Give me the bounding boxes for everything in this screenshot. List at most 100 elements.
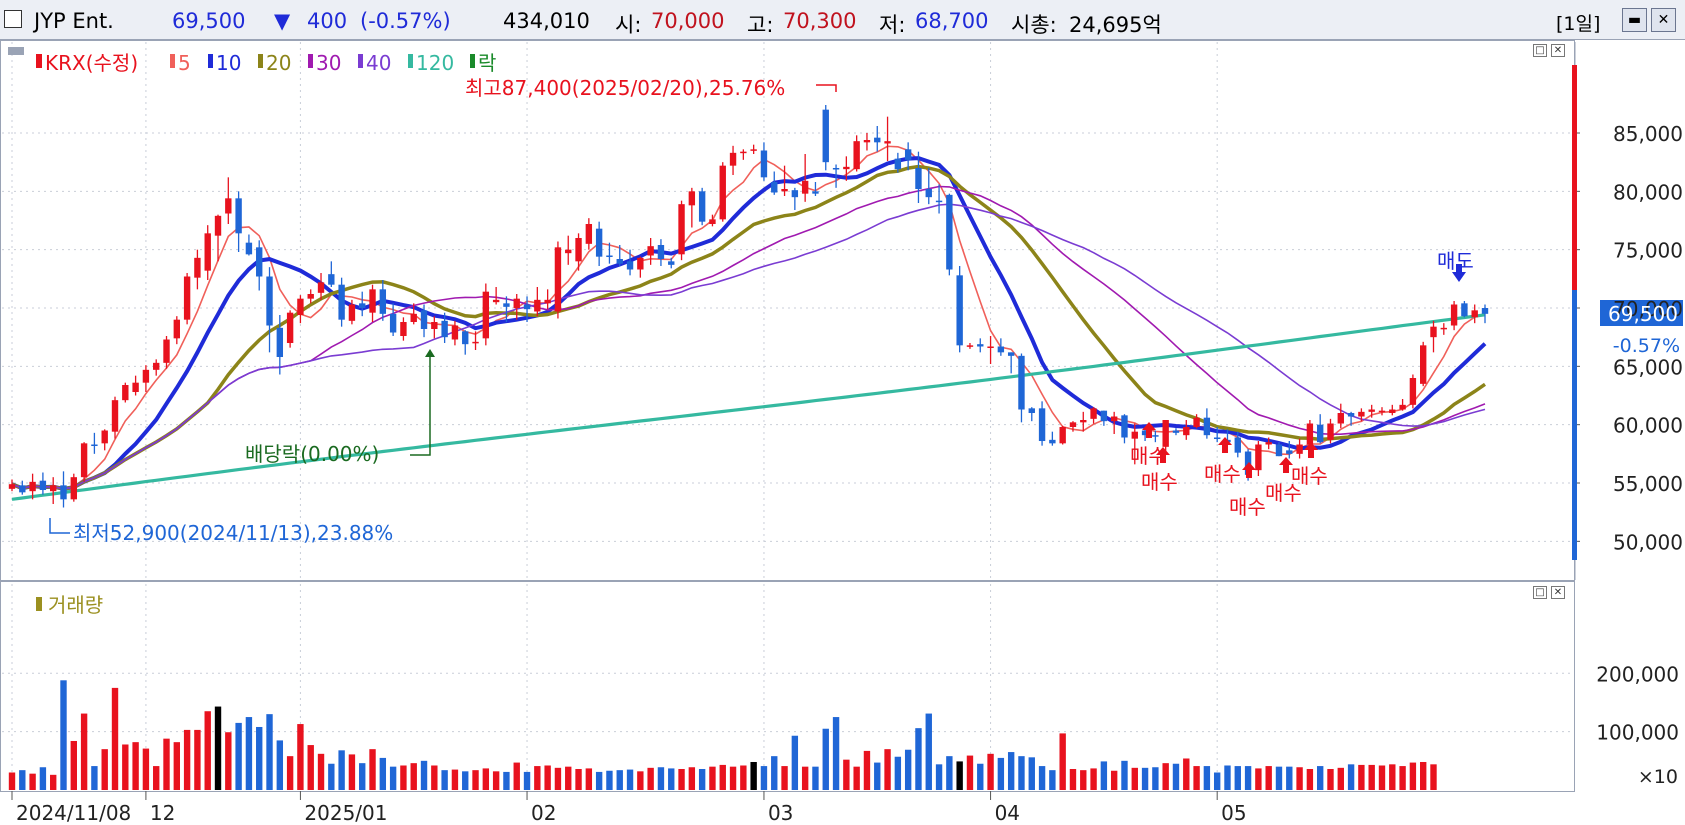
legend-exdiv-swatch bbox=[470, 54, 475, 68]
volume-bar bbox=[111, 687, 119, 790]
volume-bar bbox=[420, 760, 428, 790]
volume-bar bbox=[214, 706, 222, 790]
date-label: 12 bbox=[150, 801, 175, 825]
candle-body bbox=[534, 299, 541, 312]
volume-bar bbox=[565, 766, 572, 790]
exdiv-arrow-icon bbox=[425, 349, 435, 357]
volume-bar bbox=[60, 680, 67, 790]
candle-body bbox=[1306, 423, 1314, 445]
ma-40-line bbox=[11, 203, 1486, 490]
panel-close-icon[interactable]: ✕ bbox=[1551, 44, 1565, 57]
candle-body bbox=[1100, 410, 1108, 422]
volume-bar bbox=[1358, 764, 1365, 790]
moving-averages bbox=[11, 145, 1487, 501]
axes bbox=[11, 42, 1683, 800]
grid-lines bbox=[2, 42, 1572, 790]
legend-ma-swatch bbox=[258, 54, 263, 68]
candle-body bbox=[801, 180, 809, 194]
volume-bar bbox=[441, 770, 448, 790]
maximize-icon[interactable]: □ bbox=[1533, 44, 1547, 57]
volume-bar bbox=[1059, 733, 1066, 790]
volume-bar bbox=[925, 713, 932, 790]
date-label: 05 bbox=[1221, 801, 1246, 825]
volume-bar bbox=[822, 728, 829, 790]
candle-body bbox=[91, 444, 98, 447]
volume-bar bbox=[1018, 756, 1025, 790]
volume-bar bbox=[153, 766, 160, 790]
candle-body bbox=[214, 215, 222, 236]
volume-bar bbox=[843, 759, 850, 790]
candle-body bbox=[29, 481, 36, 492]
candle-body bbox=[781, 189, 788, 192]
krx-swatch bbox=[36, 54, 42, 68]
candle-body bbox=[8, 484, 16, 489]
select-checkbox[interactable] bbox=[4, 10, 22, 28]
candle-body bbox=[1069, 422, 1077, 428]
volume-bar bbox=[1378, 765, 1386, 790]
candle-body bbox=[616, 259, 623, 264]
candle-body bbox=[1420, 345, 1427, 384]
exdiv-pointer bbox=[410, 352, 431, 456]
volume-bar bbox=[1409, 762, 1417, 790]
volume-close-icon[interactable]: ✕ bbox=[1551, 586, 1565, 599]
volume-bar bbox=[1244, 766, 1252, 790]
volume-bar bbox=[235, 722, 242, 790]
volume-bar bbox=[1152, 767, 1159, 790]
chart-labels: 85,000 80,000 75,000 70,000 65,000 60,000 55,0… bbox=[8, 47, 1683, 825]
candle-body bbox=[183, 276, 191, 320]
candle-body bbox=[1162, 420, 1169, 447]
sell-signal-label: 매도 bbox=[1437, 249, 1474, 273]
candle-body bbox=[266, 276, 273, 326]
volume-bar bbox=[91, 766, 98, 790]
candle-body bbox=[915, 168, 922, 190]
date-label: 03 bbox=[768, 801, 793, 825]
volume-maximize-icon[interactable]: □ bbox=[1533, 586, 1547, 599]
buy-arrow-icon bbox=[1279, 457, 1293, 473]
candle-body bbox=[359, 303, 366, 309]
candle-body bbox=[369, 289, 376, 313]
candle-body bbox=[812, 191, 819, 194]
volume-bar bbox=[966, 755, 974, 790]
volume-bar bbox=[183, 729, 191, 790]
candle-body bbox=[894, 158, 902, 170]
candle-body bbox=[1296, 444, 1303, 454]
candle-body bbox=[791, 190, 799, 198]
volume-bar bbox=[585, 768, 593, 790]
candle-body bbox=[1203, 417, 1211, 436]
legend-ma-40: 40 bbox=[366, 51, 391, 75]
candle-body bbox=[245, 242, 253, 255]
volume-bar bbox=[719, 764, 726, 790]
candle-body bbox=[1049, 439, 1056, 444]
candle-body bbox=[513, 298, 520, 309]
legend-ma-10: 10 bbox=[216, 51, 241, 75]
volume-bar bbox=[554, 767, 562, 790]
period-selector[interactable]: [1일] bbox=[1556, 13, 1601, 35]
volume-bar bbox=[8, 772, 16, 790]
candle-body bbox=[637, 257, 644, 270]
close-icon[interactable]: ✕ bbox=[1651, 8, 1676, 32]
volume-bar bbox=[122, 744, 129, 790]
low-label: 저: bbox=[879, 13, 906, 37]
minimize-icon[interactable]: ▬ bbox=[1622, 8, 1647, 32]
volume-bar bbox=[750, 761, 757, 790]
candle-body bbox=[338, 284, 345, 320]
volume-bar bbox=[1296, 767, 1303, 790]
candle-body bbox=[719, 165, 726, 220]
volume-legend-swatch bbox=[36, 597, 42, 611]
candle-body bbox=[1110, 416, 1118, 422]
volume-bar bbox=[379, 757, 387, 790]
candle-body bbox=[1409, 378, 1417, 405]
volume-bar bbox=[1234, 766, 1241, 790]
candle-body bbox=[1461, 303, 1468, 317]
volume-bar bbox=[462, 771, 469, 790]
candle-body bbox=[410, 313, 417, 323]
candle-body bbox=[503, 303, 510, 307]
candle-body bbox=[19, 485, 26, 493]
candle-body bbox=[1193, 417, 1200, 428]
volume-bar bbox=[1265, 766, 1272, 790]
volume-bar bbox=[1275, 766, 1283, 790]
legend-krx: KRX(수정) bbox=[45, 51, 138, 75]
low-price: 68,700 bbox=[915, 9, 989, 33]
candle-body bbox=[1450, 304, 1458, 326]
volume-bar bbox=[915, 728, 922, 790]
